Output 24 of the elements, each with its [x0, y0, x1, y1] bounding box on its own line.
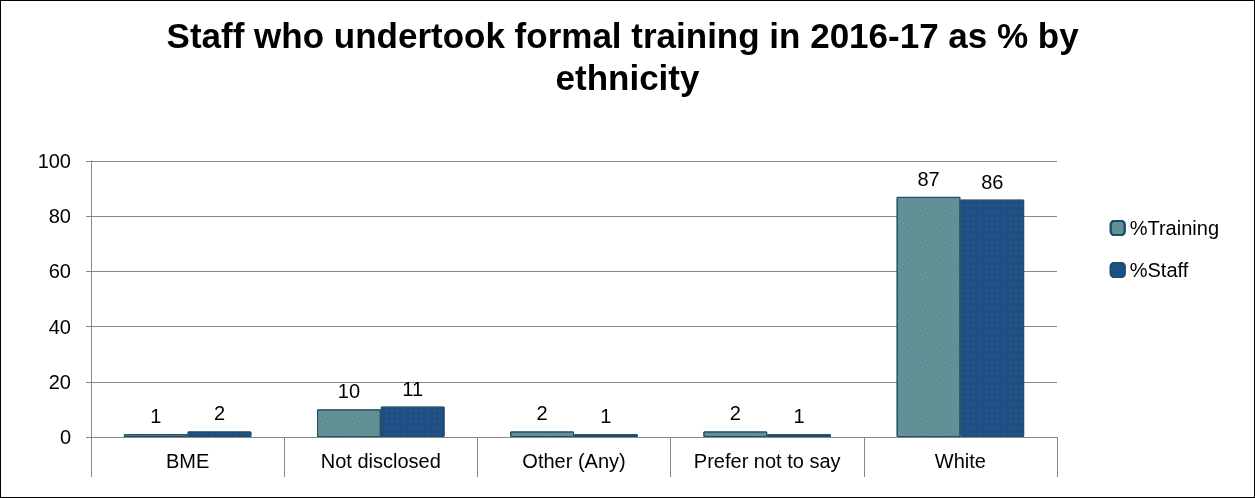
- y-tick-label: 80: [48, 205, 71, 228]
- data-label: 1: [600, 405, 612, 428]
- data-label: 1: [793, 405, 805, 428]
- x-tick-label: Not disclosed: [320, 450, 441, 472]
- y-tick-label: 40: [48, 315, 71, 338]
- x-tick-label: Other (Any): [522, 450, 626, 472]
- x-tick-label: Prefer not to say: [693, 450, 841, 472]
- data-label: 1: [150, 405, 162, 428]
- y-tick-label: 20: [48, 370, 71, 393]
- data-label: 87: [917, 167, 940, 190]
- y-tick-label: 100: [37, 150, 71, 172]
- y-tick-label: 60: [48, 260, 71, 283]
- data-label: 86: [981, 170, 1004, 193]
- y-tick-label: 0: [59, 426, 71, 448]
- data-label: 2: [536, 402, 548, 425]
- data-label: 11: [402, 377, 424, 400]
- data-label: 2: [213, 402, 226, 425]
- data-label: 10: [337, 380, 361, 403]
- chart-title: Staff who undertook formal training in 2016-17 as % by ethnicity: [166, 15, 1089, 97]
- legend-label: %Staff: [1129, 259, 1189, 281]
- legend-label: %Training: [1129, 217, 1219, 239]
- x-tick-label: White: [934, 450, 986, 472]
- x-tick-label: BME: [165, 450, 210, 472]
- data-label: 2: [729, 402, 741, 425]
